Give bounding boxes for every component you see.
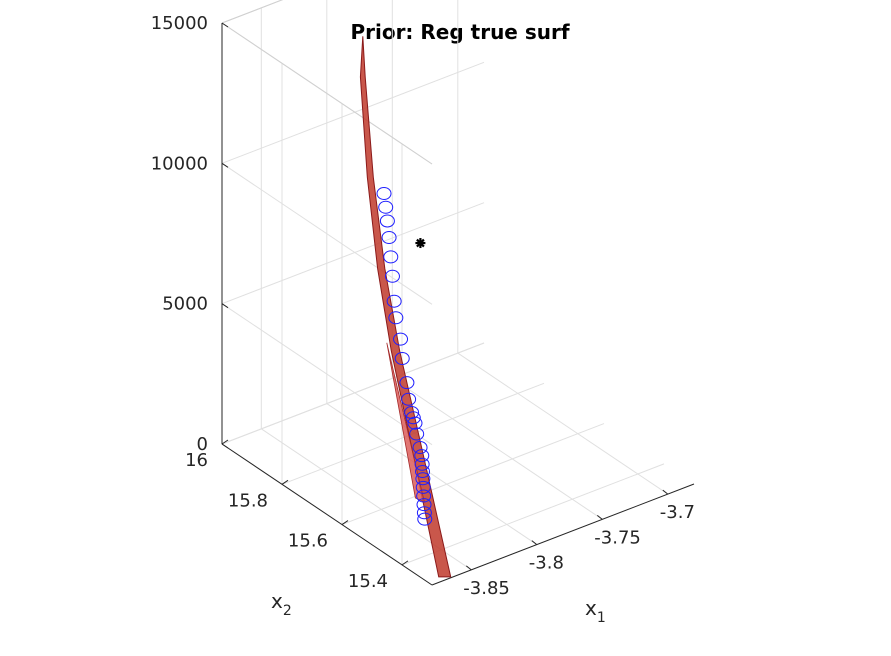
sample-marker bbox=[405, 411, 421, 425]
x2-axis-label: x2 bbox=[271, 589, 292, 619]
x2-axis-label-sub: 2 bbox=[283, 603, 292, 619]
x1-tick-label: -3.75 bbox=[594, 527, 641, 548]
x1-axis-label-base: x bbox=[585, 596, 597, 620]
sample-marker bbox=[415, 465, 430, 479]
sample-marker bbox=[416, 498, 432, 512]
marked-point bbox=[415, 238, 426, 249]
sample-marker bbox=[388, 311, 404, 325]
z-tick-label: 15000 bbox=[151, 13, 208, 34]
marked-point-star-stroke bbox=[416, 238, 425, 248]
z-tick-label: 0 bbox=[197, 434, 208, 455]
sample-marker bbox=[379, 214, 395, 228]
x2-tick-mark bbox=[341, 520, 349, 525]
x1-tick-label: -3.7 bbox=[660, 502, 695, 523]
grid-line-backwall-z bbox=[221, 61, 485, 164]
grid-line-sidewall-z bbox=[221, 303, 433, 446]
z-tick-mark bbox=[221, 303, 229, 309]
x1-tick-mark bbox=[465, 565, 472, 571]
surface-ridge bbox=[359, 36, 452, 578]
z-tick-mark bbox=[221, 443, 229, 449]
sample-marker bbox=[412, 440, 428, 454]
grid-line-floor-y bbox=[401, 463, 665, 566]
x2-tick-mark bbox=[221, 439, 229, 445]
grid-line-backwall-z bbox=[221, 202, 485, 305]
grid-line-floor-x bbox=[392, 377, 603, 520]
sample-marker bbox=[415, 480, 431, 494]
sample-marker bbox=[416, 506, 432, 520]
sample-marker bbox=[409, 427, 425, 441]
surface bbox=[359, 36, 452, 578]
grid-line-backwall-z bbox=[221, 342, 485, 445]
x2-tick-label: 15.8 bbox=[228, 490, 268, 511]
x1-axis-label: x1 bbox=[585, 596, 606, 626]
z-tick-mark bbox=[221, 162, 229, 168]
x1-axis-line bbox=[431, 483, 695, 586]
x2-tick-mark bbox=[281, 479, 289, 485]
x2-tick-label: 15.4 bbox=[348, 571, 388, 592]
x2-tick-mark bbox=[401, 560, 409, 566]
surface-fold bbox=[386, 342, 425, 503]
sample-marker bbox=[381, 230, 397, 244]
sample-marker bbox=[401, 392, 417, 406]
z-tick-label: 10000 bbox=[151, 153, 208, 174]
grid-line-floor-x bbox=[326, 403, 538, 546]
x1-tick-mark bbox=[531, 540, 538, 545]
x1-axis-label-sub: 1 bbox=[597, 610, 606, 626]
axis-lines bbox=[221, 22, 695, 586]
sample-marker bbox=[417, 512, 433, 526]
x1-tick-label: -3.85 bbox=[463, 578, 510, 599]
sample-marker bbox=[407, 416, 423, 430]
sample-markers bbox=[376, 186, 433, 526]
x1-tick-label: -3.8 bbox=[529, 553, 564, 574]
sample-marker bbox=[394, 351, 410, 365]
z-tick-label: 5000 bbox=[162, 294, 208, 315]
sample-marker bbox=[378, 200, 394, 214]
x1-tick-mark bbox=[596, 514, 603, 520]
sample-marker bbox=[383, 250, 399, 264]
grid-line-floor-x bbox=[457, 352, 669, 495]
chart-title: Prior: Reg true surf bbox=[350, 20, 569, 44]
x2-tick-label: 15.6 bbox=[288, 531, 328, 552]
sample-marker bbox=[414, 457, 430, 471]
x1-tick-mark bbox=[662, 489, 669, 495]
tick-labels: -3.85 -3.8 -3.75 -3.7 15.4 15.6 15.8 160 5000 100… bbox=[151, 13, 695, 599]
z-tick-mark bbox=[221, 22, 229, 28]
sample-marker bbox=[404, 405, 420, 419]
sample-marker bbox=[386, 294, 402, 308]
sample-marker bbox=[393, 332, 409, 346]
sample-marker bbox=[415, 472, 431, 486]
x2-axis-line bbox=[221, 443, 433, 586]
sample-marker bbox=[376, 186, 392, 200]
grid-line-floor-y bbox=[341, 423, 605, 526]
top-left-edge bbox=[221, 22, 433, 165]
grid-lines bbox=[221, 0, 669, 586]
x2-axis-label-base: x bbox=[271, 589, 283, 613]
sample-marker bbox=[384, 269, 400, 283]
sample-marker bbox=[399, 376, 415, 390]
sample-marker bbox=[416, 489, 432, 503]
sample-marker bbox=[414, 449, 430, 463]
top-right-edge bbox=[221, 0, 284, 24]
x2-tick-label: 16 bbox=[185, 450, 208, 471]
